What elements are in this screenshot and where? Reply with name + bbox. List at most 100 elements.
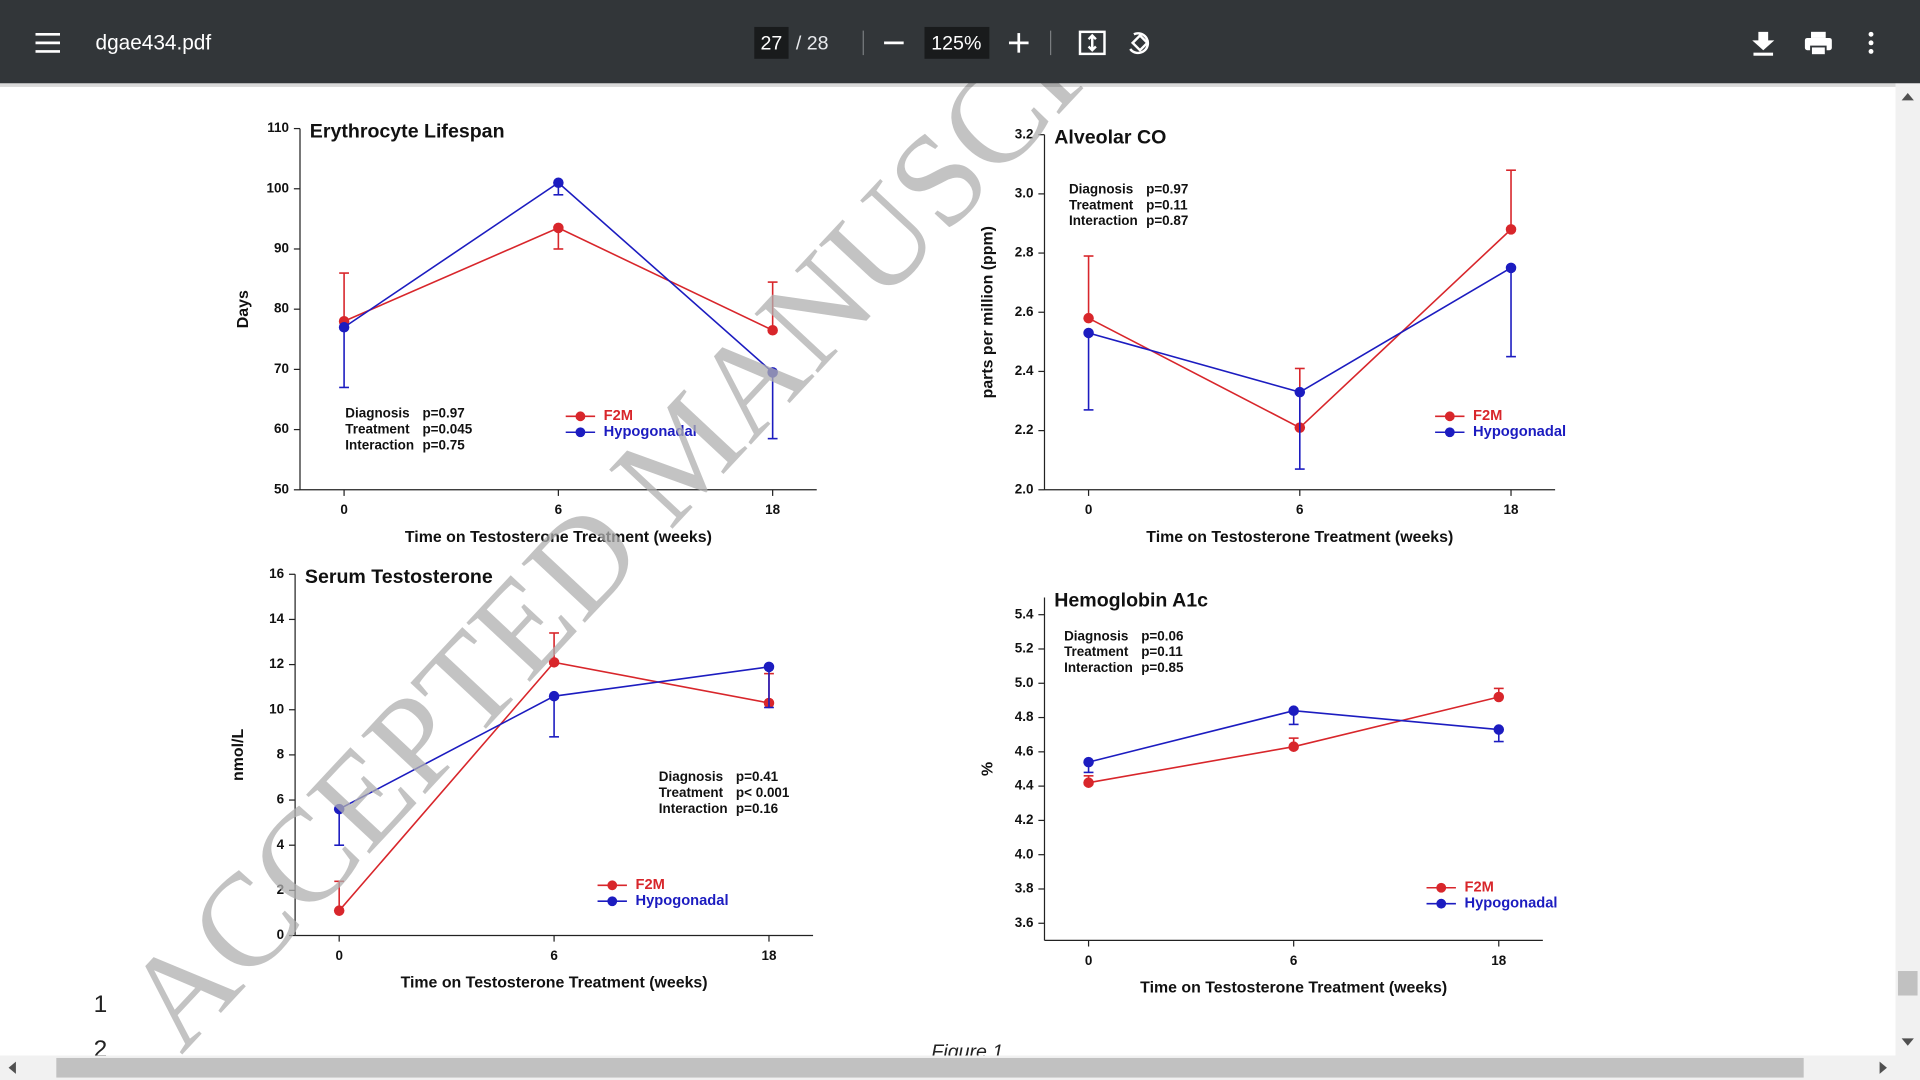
x-axis-label: Time on Testosterone Treatment (weeks) — [1146, 529, 1453, 546]
legend-label: Hypogonadal — [636, 893, 729, 909]
horizontal-scrollbar[interactable] — [0, 1055, 1920, 1080]
data-point — [1505, 224, 1517, 235]
chart: 0 2 4 6 8 10 12 14 16 0 6 18 Serum Testosterone Time … — [230, 566, 814, 991]
stat-label: Diagnosis — [1069, 181, 1133, 196]
legend-label: Hypogonadal — [604, 424, 697, 440]
data-point — [1083, 777, 1094, 788]
data-point — [548, 690, 560, 702]
error-bar — [334, 809, 345, 846]
data-point — [1083, 312, 1094, 324]
data-point — [767, 324, 778, 336]
error-bar — [1506, 267, 1516, 358]
stat-label: Diagnosis — [1064, 628, 1128, 643]
y-tick-label: 50 — [274, 481, 289, 496]
y-tick-label: 8 — [277, 746, 285, 761]
stat-label: Interaction — [345, 437, 414, 452]
data-point — [553, 177, 564, 189]
legend-marker — [1444, 411, 1455, 422]
more-button[interactable] — [1868, 31, 1874, 54]
chart: 3.6 3.8 4.0 4.2 4.4 4.6 4.8 5.0 5.2 5.4 0 6 18 Hemogl… — [979, 589, 1557, 996]
chart: 50 60 70 80 90 100 110 0 6 18 Erythrocyte Lifespan… — [235, 120, 817, 546]
stat-value: p=0.97 — [422, 405, 464, 420]
y-tick-label: 3.2 — [1015, 126, 1034, 141]
data-point — [1493, 724, 1505, 735]
y-tick-label: 3.6 — [1015, 915, 1034, 930]
stat-label: Interaction — [659, 801, 728, 816]
chart: 2.0 2.2 2.4 2.6 2.8 3.0 3.2 0 6 18 Alveolar CO Time… — [979, 126, 1566, 545]
legend-marker — [1436, 898, 1447, 909]
stat-label: Treatment — [659, 785, 724, 800]
scrollbar-thumb[interactable] — [1897, 971, 1918, 996]
x-tick-label: 0 — [1085, 502, 1092, 517]
error-bar — [767, 281, 778, 331]
y-tick-label: 90 — [274, 241, 289, 256]
stat-label: Interaction — [1064, 660, 1133, 675]
page-input[interactable] — [754, 26, 789, 59]
error-bar — [1083, 332, 1094, 411]
data-point — [553, 222, 564, 234]
stat-value: p=0.11 — [1141, 644, 1183, 659]
data-point — [1294, 386, 1306, 398]
data-point — [767, 367, 778, 378]
scroll-down[interactable] — [1901, 1038, 1914, 1046]
data-point — [1505, 262, 1517, 274]
chart-title: Serum Testosterone — [305, 566, 493, 588]
y-tick-label: 70 — [274, 361, 289, 376]
scroll-right[interactable] — [1879, 1061, 1887, 1074]
x-axis-label: Time on Testosterone Treatment (weeks) — [1140, 979, 1447, 996]
y-tick-label: 2.6 — [1015, 304, 1034, 319]
chart-title: Hemoglobin A1c — [1054, 589, 1208, 611]
zoom-input[interactable] — [924, 26, 990, 59]
download-button[interactable] — [1752, 31, 1775, 56]
y-tick-label: 14 — [269, 611, 284, 626]
chart-title: Alveolar CO — [1054, 127, 1166, 149]
chart-title: Erythrocyte Lifespan — [310, 120, 505, 142]
stat-label: Diagnosis — [659, 769, 723, 784]
fit-page-button[interactable] — [1078, 30, 1106, 56]
y-tick-label: 6 — [277, 792, 284, 807]
stat-value: p=0.75 — [422, 437, 465, 452]
x-tick-label: 6 — [555, 502, 562, 517]
stat-value: p=0.87 — [1146, 213, 1188, 228]
error-bar — [764, 666, 774, 709]
toolbar: dgae434.pdf 27 / 28 125% — [0, 0, 1920, 87]
toolbar-shadow — [0, 83, 1896, 87]
legend-label: F2M — [1464, 880, 1493, 896]
page-number[interactable]: 27 — [761, 32, 783, 54]
y-axis-label: parts per million (ppm) — [979, 226, 996, 398]
rotate-button[interactable] — [1129, 32, 1150, 55]
error-bar — [339, 327, 349, 389]
x-tick-label: 18 — [1504, 502, 1519, 517]
scroll-left[interactable] — [8, 1061, 16, 1074]
stat-value: p=0.85 — [1141, 660, 1184, 675]
legend-label: F2M — [1473, 408, 1502, 424]
data-point — [333, 905, 345, 916]
print-button[interactable] — [1804, 31, 1832, 57]
zoom-level[interactable]: 125% — [931, 32, 981, 54]
data-point — [1288, 741, 1299, 752]
scrollbar-thumb[interactable] — [56, 1057, 1804, 1078]
y-axis-label: nmol/L — [230, 729, 247, 781]
y-tick-label: 2.2 — [1015, 422, 1034, 437]
vertical-scrollbar[interactable] — [1895, 83, 1920, 1056]
y-tick-label: 110 — [267, 120, 289, 135]
y-tick-label: 4.6 — [1015, 743, 1034, 758]
zoom-in-button[interactable] — [1008, 33, 1029, 53]
data-point — [338, 321, 350, 333]
file-name: dgae434.pdf — [96, 32, 212, 55]
x-axis-label: Time on Testosterone Treatment (weeks) — [405, 529, 712, 546]
legend-marker — [607, 880, 618, 891]
legend-marker — [1444, 427, 1455, 438]
error-bar — [767, 372, 778, 440]
x-tick-label: 6 — [1296, 502, 1303, 517]
y-tick-label: 4.8 — [1015, 709, 1034, 724]
y-axis-label: % — [979, 762, 996, 776]
y-tick-label: 0 — [277, 927, 284, 942]
legend-label: Hypogonadal — [1464, 896, 1557, 912]
scrollbar-track — [1895, 83, 1920, 1056]
scroll-up[interactable] — [1901, 93, 1914, 101]
x-tick-label: 6 — [550, 948, 557, 963]
stat-value: p=0.06 — [1141, 628, 1183, 643]
menu-button[interactable] — [35, 32, 60, 53]
